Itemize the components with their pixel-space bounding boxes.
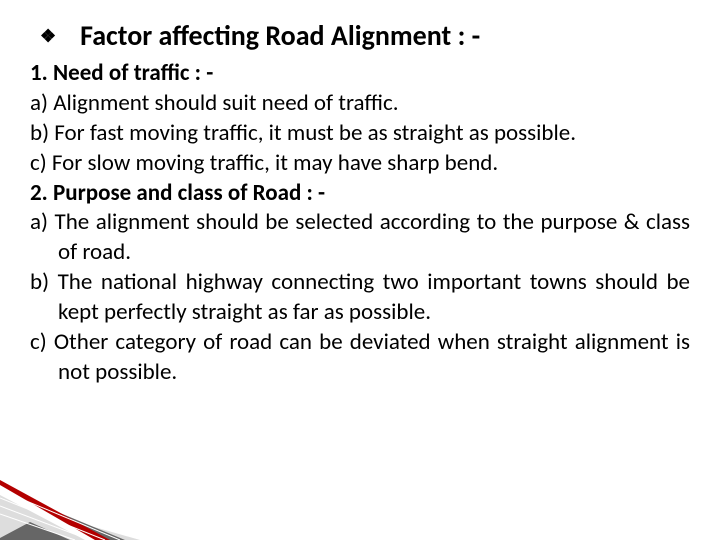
- section1-c: c) For slow moving traffic, it may have …: [30, 149, 690, 179]
- title-row: ❖ Factor affecting Road Alignment : -: [30, 18, 690, 53]
- bullet-icon: ❖: [40, 25, 56, 47]
- section1-head: 1. Need of traffic : -: [30, 59, 690, 89]
- slide-content: ❖ Factor affecting Road Alignment : - 1.…: [0, 0, 720, 388]
- section2-head: 2. Purpose and class of Road : -: [30, 179, 690, 209]
- corner-decoration: [0, 480, 180, 540]
- section2-a: a) The alignment should be selected acco…: [30, 208, 690, 268]
- body-text: 1. Need of traffic : - a) Alignment shou…: [30, 59, 690, 388]
- section2-b: b) The national highway connecting two i…: [30, 268, 690, 328]
- section1-a: a) Alignment should suit need of traffic…: [30, 89, 690, 119]
- section2-c: c) Other category of road can be deviate…: [30, 328, 690, 388]
- slide-title: Factor affecting Road Alignment : -: [80, 18, 480, 53]
- section1-b: b) For fast moving traffic, it must be a…: [30, 119, 690, 149]
